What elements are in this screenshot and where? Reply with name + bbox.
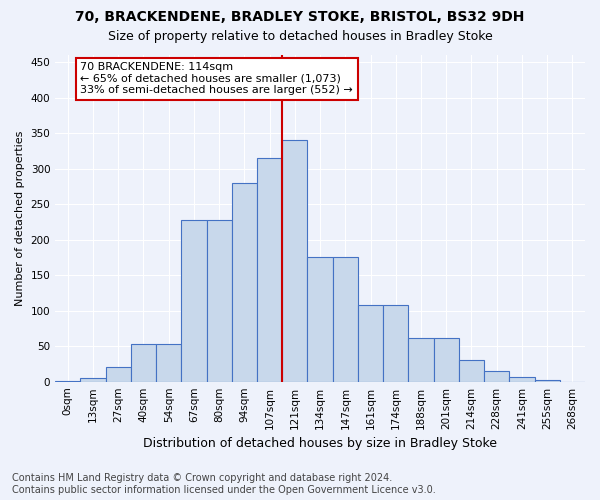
Bar xyxy=(181,220,206,382)
Bar xyxy=(332,258,358,382)
Bar xyxy=(232,183,257,382)
Y-axis label: Number of detached properties: Number of detached properties xyxy=(15,130,25,306)
Bar xyxy=(358,305,383,382)
Bar xyxy=(80,378,106,382)
Bar xyxy=(257,158,282,382)
Text: Contains HM Land Registry data © Crown copyright and database right 2024.
Contai: Contains HM Land Registry data © Crown c… xyxy=(12,474,436,495)
Bar xyxy=(131,344,156,382)
Bar xyxy=(282,140,307,382)
Text: 70, BRACKENDENE, BRADLEY STOKE, BRISTOL, BS32 9DH: 70, BRACKENDENE, BRADLEY STOKE, BRISTOL,… xyxy=(76,10,524,24)
Bar xyxy=(459,360,484,382)
Text: 70 BRACKENDENE: 114sqm
← 65% of detached houses are smaller (1,073)
33% of semi-: 70 BRACKENDENE: 114sqm ← 65% of detached… xyxy=(80,62,353,96)
Bar xyxy=(106,368,131,382)
Bar xyxy=(55,381,80,382)
Text: Size of property relative to detached houses in Bradley Stoke: Size of property relative to detached ho… xyxy=(107,30,493,43)
Bar xyxy=(383,305,409,382)
Bar xyxy=(206,220,232,382)
Bar xyxy=(535,380,560,382)
Bar xyxy=(509,376,535,382)
Bar xyxy=(409,338,434,382)
Bar xyxy=(307,258,332,382)
Bar xyxy=(156,344,181,382)
X-axis label: Distribution of detached houses by size in Bradley Stoke: Distribution of detached houses by size … xyxy=(143,437,497,450)
Bar xyxy=(434,338,459,382)
Bar xyxy=(484,371,509,382)
